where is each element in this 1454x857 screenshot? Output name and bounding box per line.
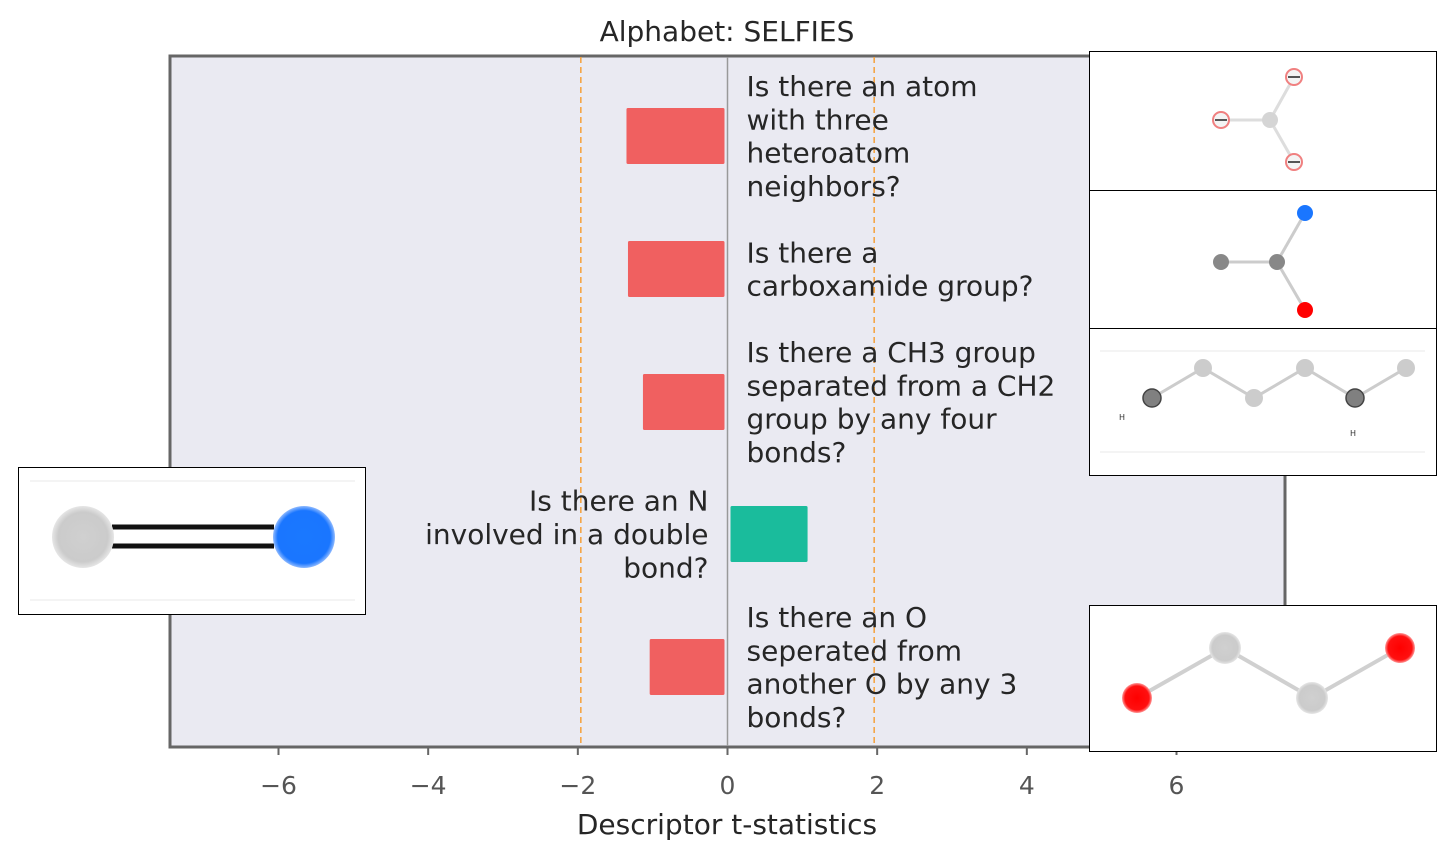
molecule-image-4 — [18, 467, 366, 615]
bar-1 — [626, 108, 725, 164]
bar-3 — [642, 374, 725, 430]
x-tick-label: 0 — [720, 771, 736, 800]
reference-lines — [580, 57, 875, 746]
descriptor-label-2: Is there a carboxamide group? — [747, 236, 1034, 302]
x-tick-label: 2 — [869, 771, 885, 800]
x-axis-label: Descriptor t-statistics — [577, 808, 877, 841]
bar-4 — [730, 506, 808, 562]
descriptor-label-3: Is there a CH3 group separated from a CH2… — [747, 336, 1056, 469]
descriptor-label-1: Is there an atom with three heteroatom neig… — [747, 70, 978, 203]
molecule-image-2 — [1089, 190, 1437, 329]
bar-5 — [649, 639, 725, 695]
x-tick-label: −6 — [260, 771, 297, 800]
x-tick-label: −4 — [410, 771, 447, 800]
molecule-image-3: H H — [1089, 328, 1437, 476]
x-tick-label: 6 — [1169, 771, 1185, 800]
bar-2 — [627, 241, 725, 297]
chart-title: Alphabet: SELFIES — [600, 15, 855, 48]
x-tick-label: 4 — [1019, 771, 1035, 800]
bars — [626, 108, 808, 695]
svg-text:H: H — [1119, 413, 1125, 422]
svg-text:H: H — [1350, 429, 1356, 438]
descriptor-labels: Is there an atom with three heteroatom neig… — [425, 70, 1055, 734]
x-axis: −6 −4 −2 0 2 4 6 — [260, 747, 1184, 800]
molecule-image-5 — [1089, 605, 1437, 752]
molecule-image-1 — [1089, 51, 1437, 191]
x-tick-label: −2 — [559, 771, 596, 800]
